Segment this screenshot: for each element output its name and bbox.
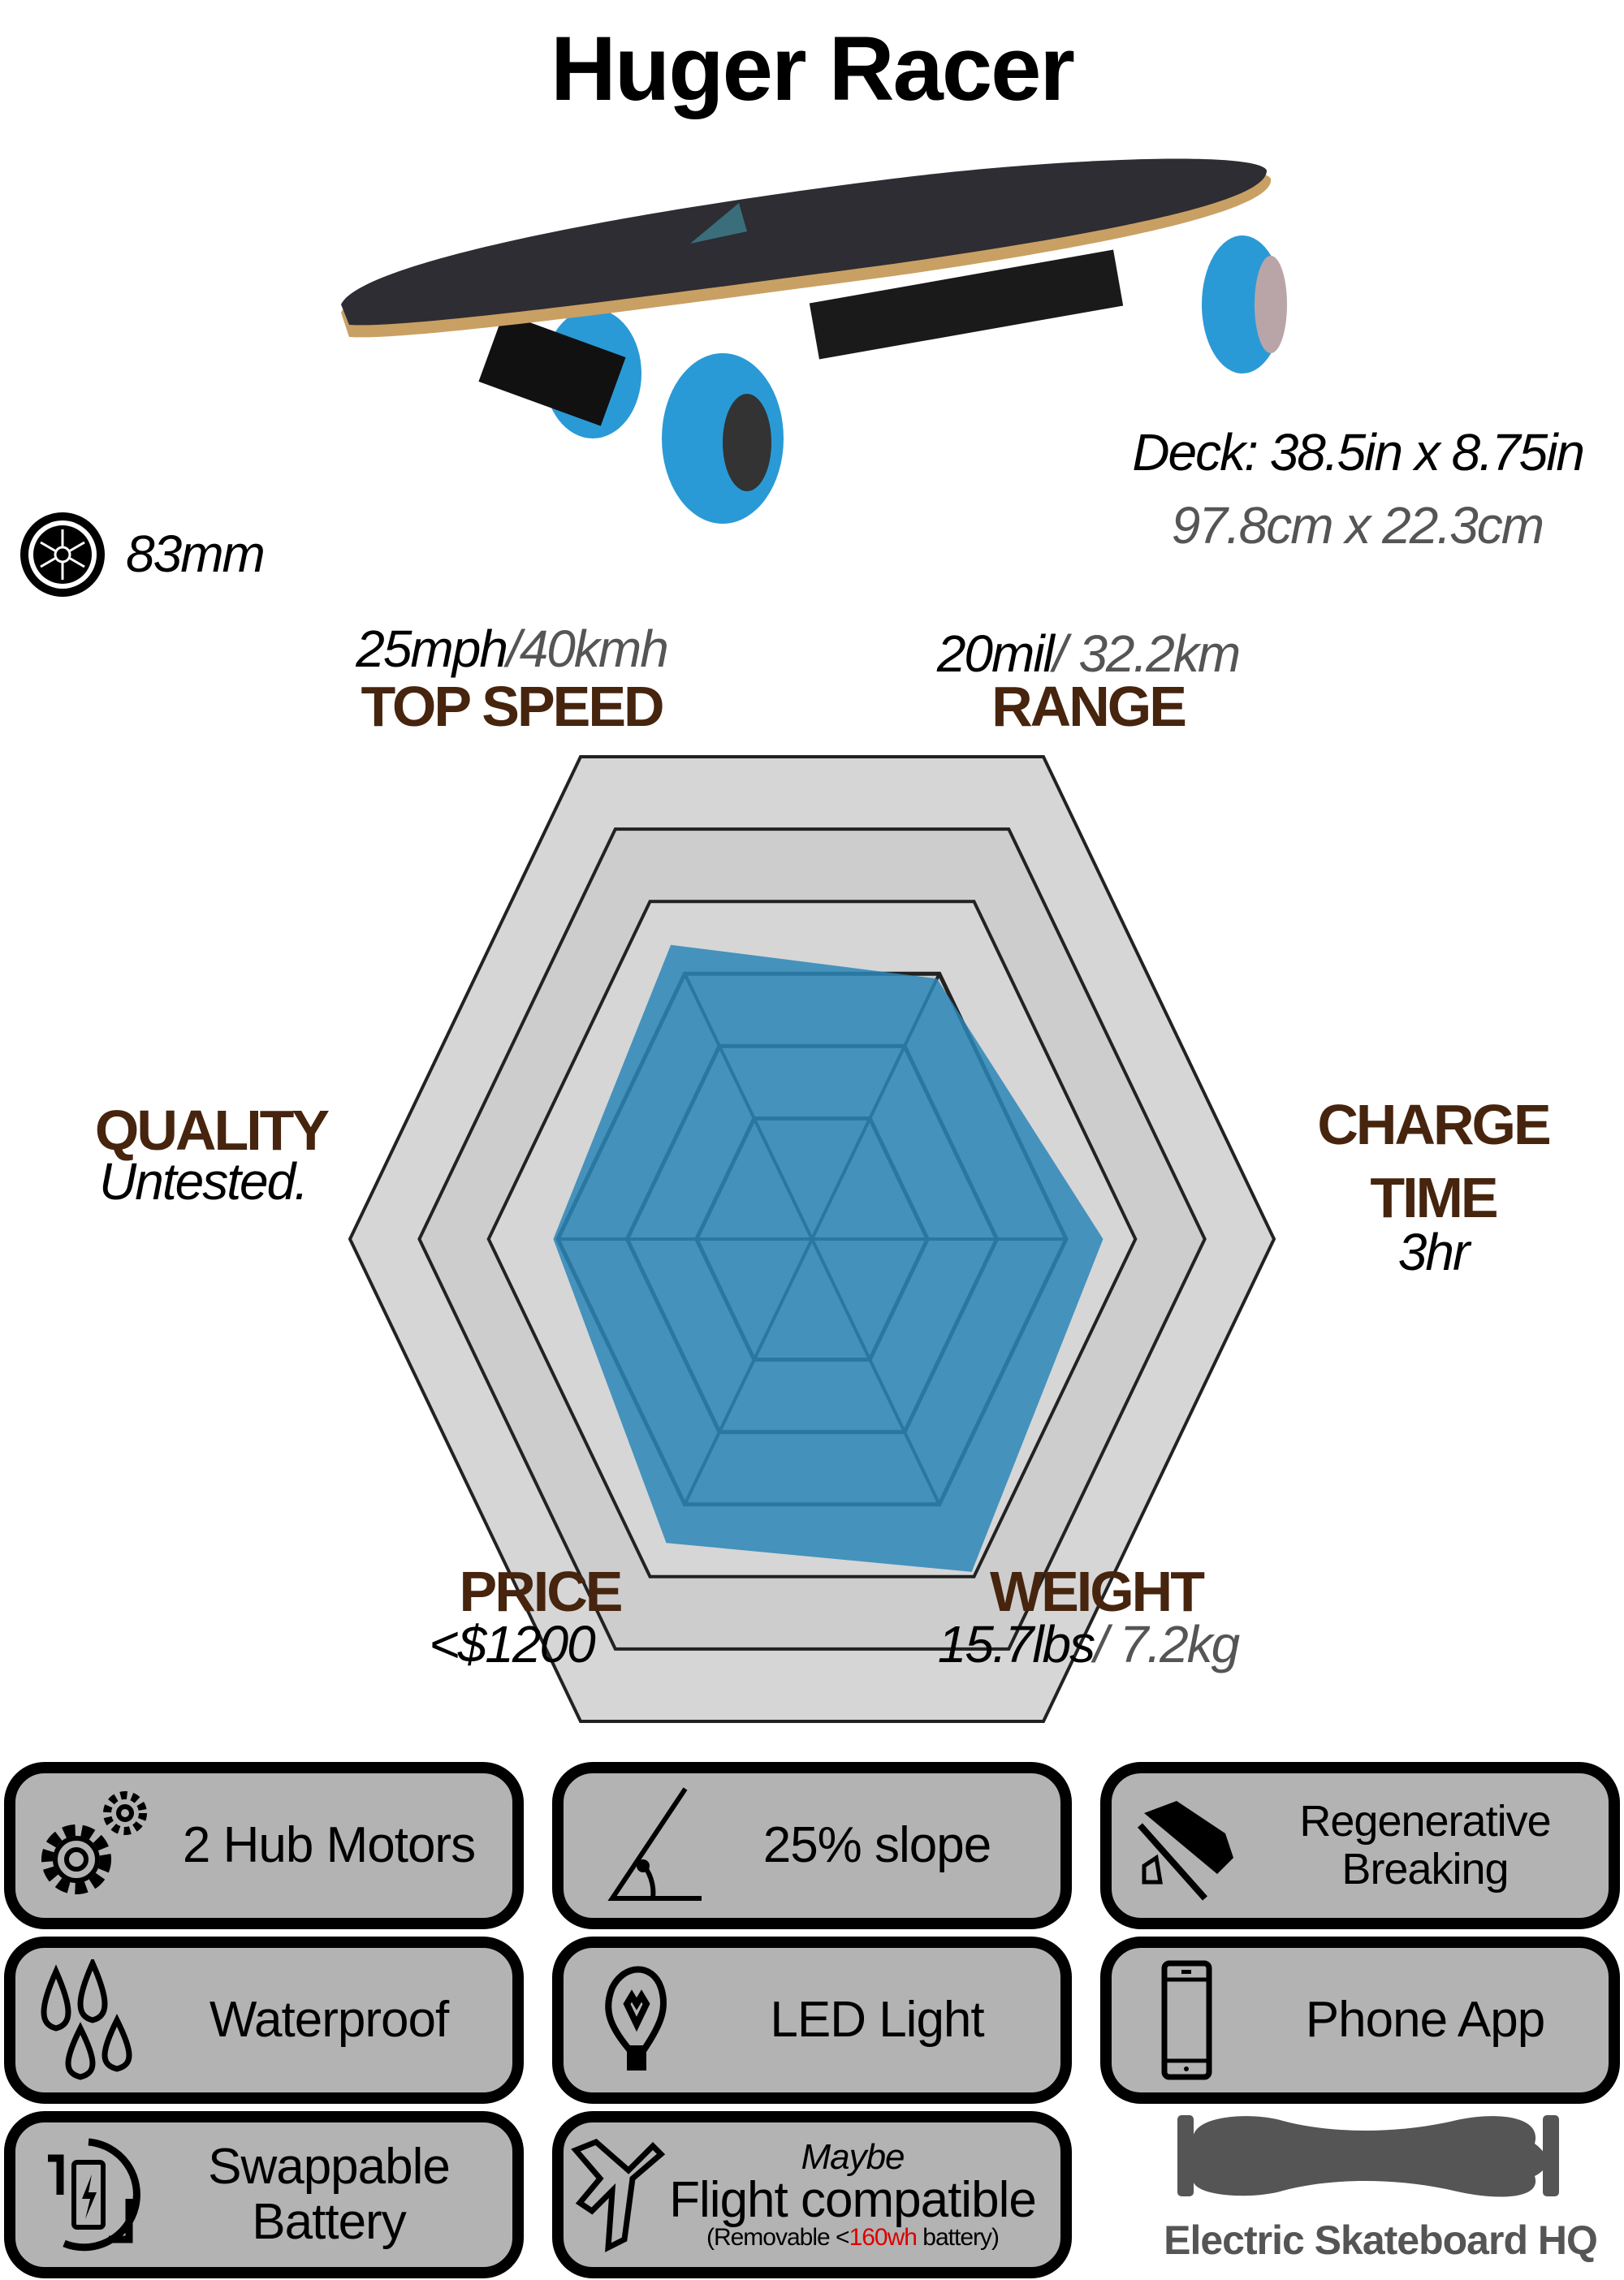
light-bulb-icon <box>605 1966 667 2071</box>
feature-label-line2: Battery <box>252 2194 406 2250</box>
radar-ring <box>417 827 1207 1651</box>
radar-spoke <box>810 1238 941 1505</box>
feature-label: Waterproof <box>209 1991 449 2048</box>
wheel-size: 83mm <box>126 525 266 583</box>
radar-spoke <box>810 973 941 1240</box>
radar-ring <box>486 900 1138 1578</box>
price-label: PRICE <box>459 1560 624 1623</box>
feature-slope: 25% slope <box>552 1762 1072 1929</box>
top-speed-value: 25mph/40kmh <box>356 620 669 678</box>
feature-regenerative-breaking: Regenerative Breaking <box>1100 1762 1620 1929</box>
feature-led-light: LED Light <box>552 1937 1072 2104</box>
slope-angle-icon <box>607 1787 702 1901</box>
radar-data-polygon <box>553 944 1104 1572</box>
feature-label-line2: Breaking <box>1341 1845 1509 1894</box>
quality-value: Untested. <box>99 1152 309 1211</box>
feature-maybe: Maybe <box>801 2137 905 2177</box>
radar-ring <box>694 1116 931 1362</box>
quality-label: QUALITY <box>94 1099 330 1162</box>
swap-battery-icon <box>48 2138 140 2252</box>
logo-text: Electric Skateboard HQ <box>1164 2217 1598 2263</box>
regenerative-brake-shoe-icon <box>1138 1801 1233 1901</box>
charge-time-label-line1: CHARGE <box>1317 1093 1551 1156</box>
feature-label-line1: Regenerative <box>1299 1796 1551 1846</box>
feature-flight-compatible: Maybe Flight compatible (Removable <160w… <box>552 2111 1072 2278</box>
airplane-icon <box>571 2138 666 2252</box>
wheel-icon <box>20 512 105 597</box>
radar-ring <box>624 1043 1000 1435</box>
feature-label: 25% slope <box>762 1816 992 1873</box>
weight-value: 15.7lbs/ 7.2kg <box>937 1615 1241 1673</box>
feature-waterproof: Waterproof <box>4 1937 524 2104</box>
electric-skateboard-hq-logo-icon <box>1177 2115 1559 2197</box>
deck-size-imperial: Deck: 38.5in x 8.75in <box>1132 423 1585 481</box>
gears-icon <box>41 1791 147 1894</box>
feature-swappable-battery: Swappable Battery <box>4 2111 524 2278</box>
feature-hub-motors: 2 Hub Motors <box>4 1762 524 1929</box>
feature-note: (Removable <160wh battery) <box>706 2224 1000 2251</box>
feature-label: LED Light <box>770 1991 984 2048</box>
feature-label: Phone App <box>1305 1991 1545 2048</box>
charge-time-label-line2: TIME <box>1370 1166 1498 1229</box>
feature-label: 2 Hub Motors <box>182 1816 476 1873</box>
feature-label: Flight compatible <box>669 2172 1037 2228</box>
feature-phone-app: Phone App <box>1100 1937 1620 2104</box>
range-label: RANGE <box>991 675 1187 738</box>
charge-time-value: 3hr <box>1397 1223 1471 1281</box>
skateboard-product-image <box>341 158 1287 524</box>
price-value: <$1200 <box>429 1615 595 1673</box>
radar-spoke <box>683 1238 814 1505</box>
page-title: Huger Racer <box>550 18 1075 119</box>
water-drops-icon <box>41 1959 132 2080</box>
weight-label: WEIGHT <box>990 1560 1205 1623</box>
radar-spoke <box>683 973 814 1240</box>
range-value: 20mil/ 32.2km <box>936 624 1241 683</box>
top-speed-label: TOP SPEED <box>361 675 664 738</box>
feature-label-line1: Swappable <box>208 2138 451 2195</box>
smartphone-icon <box>1161 1960 1212 2080</box>
deck-size-metric: 97.8cm x 22.3cm <box>1171 496 1544 555</box>
radar-ring <box>555 971 1069 1507</box>
